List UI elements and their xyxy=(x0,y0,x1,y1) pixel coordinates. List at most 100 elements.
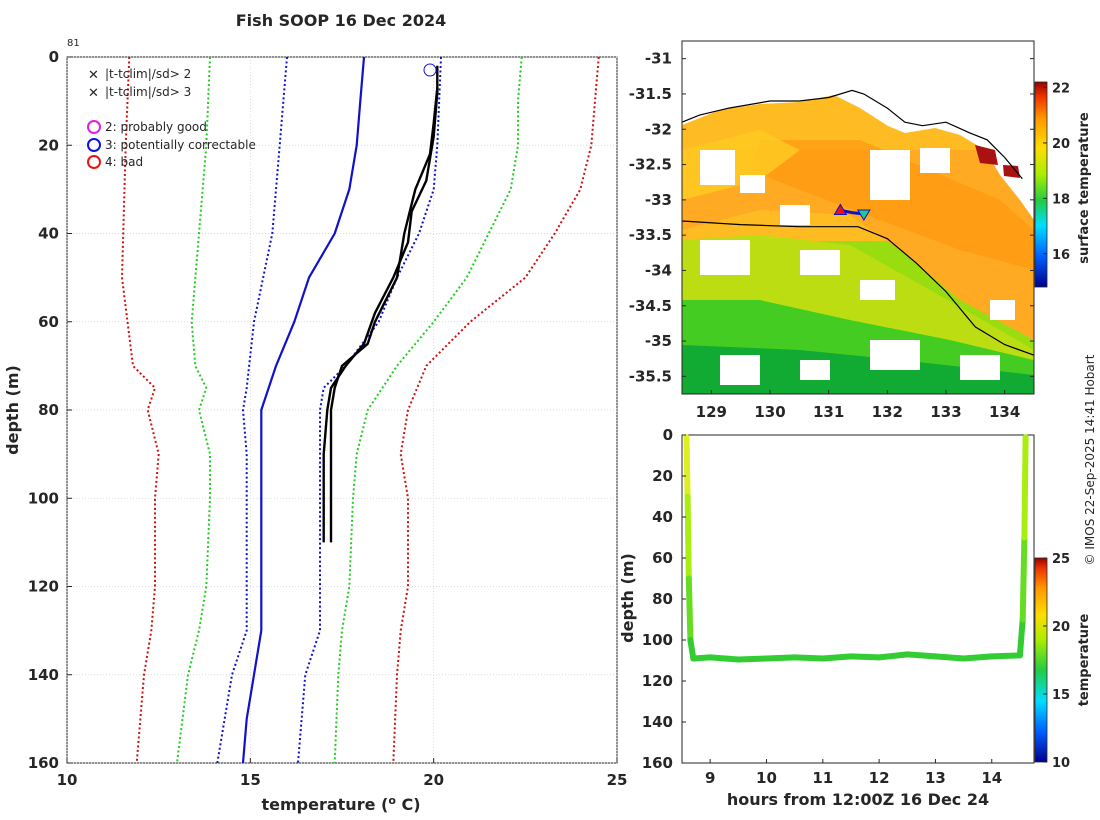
x-tick-label: 25 xyxy=(607,771,628,789)
x-tick-label: 20 xyxy=(423,771,444,789)
temperature-colorbar-ticks: 10 15 20 25 xyxy=(1043,552,1070,771)
profile-x-axis-label-main: temperature ( xyxy=(261,795,388,814)
legend-item-potentially-correctable: 3: potentially correctable xyxy=(105,138,256,152)
depth-time-x-axis-label: hours from 12:00Z 16 Dec 24 xyxy=(727,790,989,809)
depth-track-segment xyxy=(683,434,691,500)
sst-orange-band xyxy=(750,140,1034,270)
legend-marker-sd3: ✕ xyxy=(88,86,99,101)
y-tick-label: -34 xyxy=(645,261,672,279)
profile-x-ticks: 10 15 20 25 xyxy=(57,758,628,789)
y-tick-label: 160 xyxy=(642,754,673,772)
colorbar-tick-label: 20 xyxy=(1052,137,1070,152)
temperature-colorbar-label: temperature xyxy=(1077,614,1092,707)
y-tick-label: -33.5 xyxy=(629,226,672,244)
profile-y-axis-label: depth (m) xyxy=(3,365,22,455)
coastline xyxy=(682,89,1023,180)
cloud-patch xyxy=(860,280,895,300)
legend-item-bad: 4: bad xyxy=(105,155,143,169)
depth-track-segment xyxy=(1016,616,1026,659)
shelf-contour xyxy=(682,220,1034,356)
cloud-patch xyxy=(720,355,760,385)
depth-time-y-axis-label: depth (m) xyxy=(618,553,637,643)
colorbar-tick-label: 22 xyxy=(1052,82,1070,97)
cloud-patch xyxy=(700,150,735,185)
depth-track-segment xyxy=(819,653,854,662)
x-tick-label: 10 xyxy=(756,769,777,787)
legend-marker-potentially-correctable xyxy=(87,138,101,152)
series-line-clim-3sd xyxy=(121,57,160,763)
legend-item-probably-good: 2: probably good xyxy=(105,120,207,134)
y-tick-label: 0 xyxy=(663,426,673,444)
profile-grid xyxy=(66,56,618,764)
profile-y-ticks: 0 20 40 60 80 100 120 140 160 xyxy=(28,48,72,772)
legend-item-sd2: |t-tclim|/sd> 2 xyxy=(105,67,191,81)
colorbar-tick-label: 20 xyxy=(1052,620,1070,635)
y-tick-label: -33 xyxy=(645,191,672,209)
y-tick-label: 0 xyxy=(49,48,59,66)
y-tick-label: 100 xyxy=(642,631,673,649)
x-tick-label: 9 xyxy=(705,769,715,787)
x-tick-label: 14 xyxy=(981,769,1002,787)
colorbar-tick-label: 15 xyxy=(1052,688,1070,703)
x-tick-label: 13 xyxy=(925,769,946,787)
depth-track-segment xyxy=(687,637,697,662)
y-tick-label: 80 xyxy=(652,590,673,608)
legend-marker-sd2: ✕ xyxy=(88,68,99,83)
profile-count: 81 xyxy=(67,38,80,49)
depth-track-segment xyxy=(684,493,692,582)
series-line-clim-3sd xyxy=(392,57,600,763)
x-tick-label: 12 xyxy=(869,769,890,787)
depth-time-chart: 9 10 11 12 13 14 0 20 40 60 80 100 120 140 160 hours … xyxy=(618,426,1092,809)
x-tick-label: 15 xyxy=(240,771,261,789)
y-tick-label: -31 xyxy=(645,50,672,68)
sst-map-chart: 129 130 131 132 133 134 -31-31.5-32-32.5-33-3… xyxy=(629,40,1092,421)
x-tick-label: 11 xyxy=(812,769,833,787)
depth-track-segment xyxy=(960,653,995,662)
y-tick-label: 40 xyxy=(38,225,59,243)
profile-legend: ✕ |t-tclim|/sd> 2 ✕ |t-tclim|/sd> 3 2: p… xyxy=(87,67,256,169)
depth-track-segment xyxy=(685,575,694,643)
y-tick-label: -32.5 xyxy=(629,156,672,174)
x-tick-label: 129 xyxy=(696,403,727,421)
x-tick-label: 131 xyxy=(813,403,844,421)
legend-item-sd3: |t-tclim|/sd> 3 xyxy=(105,85,191,99)
series-line-clim-mean xyxy=(241,57,366,763)
y-tick-label: 60 xyxy=(652,549,673,567)
y-tick-label: -35 xyxy=(645,332,672,350)
profile-x-axis-label: temperature (o C) xyxy=(261,794,420,814)
legend-marker-probably-good xyxy=(87,120,101,134)
depth-time-plot-area xyxy=(681,434,1035,764)
cloud-patch xyxy=(870,340,920,370)
y-tick-label: -35.5 xyxy=(629,367,672,385)
y-tick-label: 20 xyxy=(38,136,59,154)
cloud-patch xyxy=(700,240,750,275)
y-tick-label: 140 xyxy=(642,713,673,731)
depth-track-segment xyxy=(763,654,798,662)
sst-colorbar-ticks: 16 18 20 22 xyxy=(1043,82,1070,263)
profile-chart: 10 15 20 25 0 20 40 60 80 100 120 140 160 temperatu… xyxy=(3,48,627,814)
y-tick-label: 140 xyxy=(28,666,59,684)
depth-track-segment xyxy=(707,654,742,663)
cloud-patch xyxy=(920,148,950,173)
series-line-profile-up xyxy=(322,65,439,543)
sst-south-dark-green xyxy=(682,345,1034,394)
sst-mid-lime xyxy=(682,235,1034,360)
legend-marker-bad xyxy=(87,155,101,169)
sst-colorbar xyxy=(1034,81,1048,288)
cloud-patch xyxy=(870,150,910,200)
track-start-marker xyxy=(833,203,848,215)
y-tick-label: -32 xyxy=(645,120,672,138)
y-tick-label: 80 xyxy=(38,401,59,419)
sst-hot-spot xyxy=(1003,165,1020,178)
cloud-patch xyxy=(780,205,810,225)
y-tick-label: 100 xyxy=(28,489,59,507)
x-tick-label: 134 xyxy=(989,403,1020,421)
colorbar-tick-label: 18 xyxy=(1052,192,1070,207)
y-tick-label: 120 xyxy=(642,672,673,690)
cloud-patch xyxy=(990,300,1015,320)
x-tick-label: 132 xyxy=(872,403,903,421)
credit-label: © IMOS 22-Sep-2025 14:41 Hobart xyxy=(1083,354,1097,565)
sst-colorbar-label: surface temperature xyxy=(1077,112,1092,264)
sst-map-field xyxy=(682,41,1034,394)
